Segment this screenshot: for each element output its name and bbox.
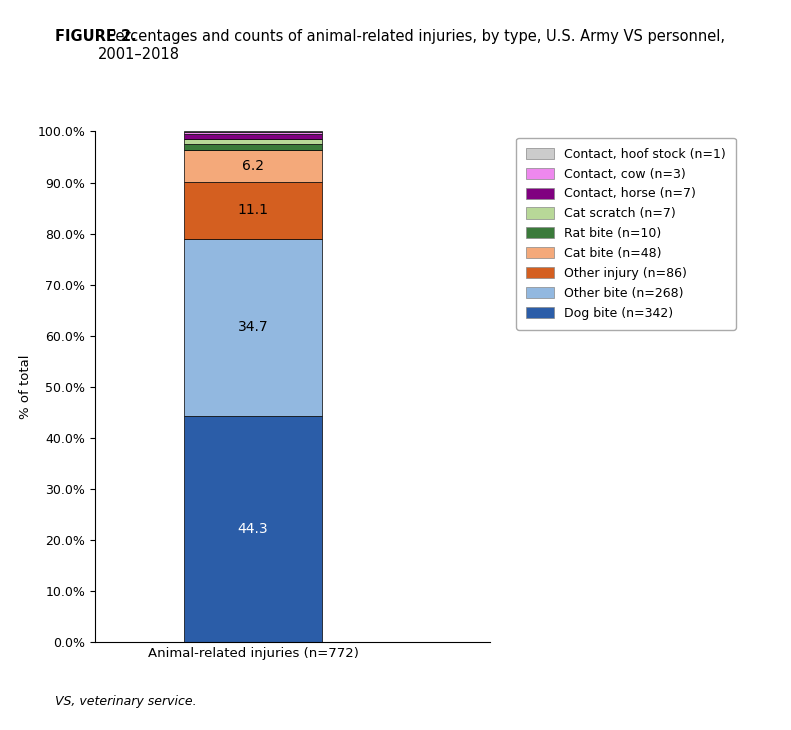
Text: Percentages and counts of animal-related injuries, by type, U.S. Army VS personn: Percentages and counts of animal-related… [98, 29, 725, 61]
Bar [184, 150, 323, 182]
Bar [184, 182, 323, 239]
Legend: Contact, hoof stock (n=1), Contact, cow (n=3), Contact, horse (n=7), Cat scratch: Contact, hoof stock (n=1), Contact, cow … [517, 138, 736, 330]
Bar [184, 239, 323, 416]
Bar [184, 144, 323, 150]
Text: 11.1: 11.1 [237, 204, 269, 218]
Text: 6.2: 6.2 [242, 159, 264, 173]
Y-axis label: % of total: % of total [19, 355, 32, 419]
Text: 34.7: 34.7 [238, 320, 268, 334]
Bar [184, 416, 323, 642]
Bar [184, 134, 323, 139]
Bar [184, 131, 323, 132]
Text: VS, veterinary service.: VS, veterinary service. [55, 695, 197, 708]
Text: FIGURE 2.: FIGURE 2. [55, 29, 137, 45]
Bar [184, 139, 323, 144]
Text: 44.3: 44.3 [238, 522, 268, 537]
Bar [184, 132, 323, 134]
